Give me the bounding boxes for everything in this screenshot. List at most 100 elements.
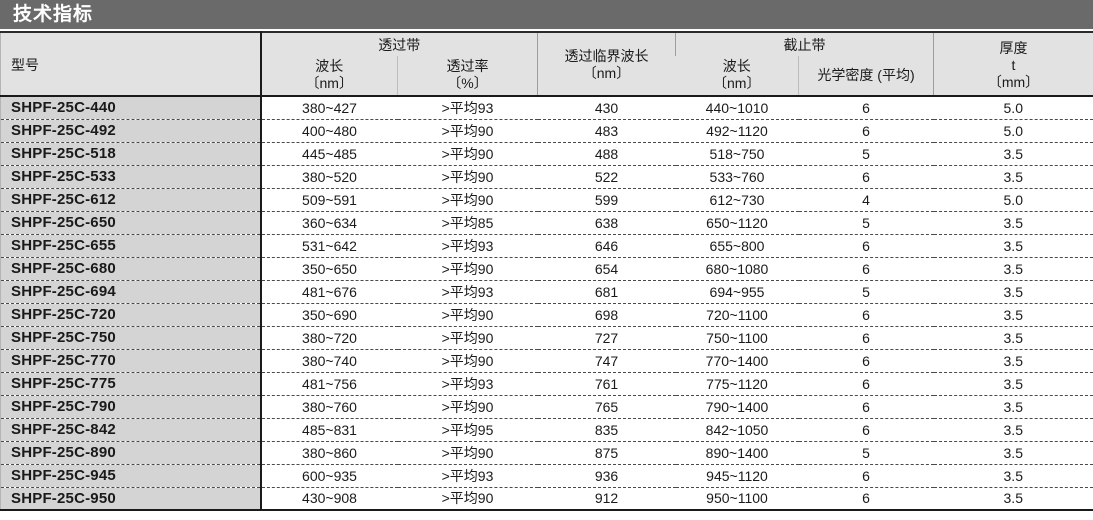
cut-on-wavelength-cell: 488 — [537, 141, 676, 165]
table-row: SHPF-25C-680 350~650 >平均90 654 680~1080 … — [0, 256, 1093, 280]
cut-on-wavelength-cell: 727 — [537, 325, 676, 349]
trans-wavelength-cell: 350~650 — [260, 256, 398, 280]
trans-wavelength-label: 波长 — [315, 58, 344, 74]
stop-wavelength-cell: 518~750 — [675, 141, 799, 165]
cut-on-wavelength-cell: 654 — [537, 256, 676, 280]
trans-wavelength-cell: 380~720 — [260, 325, 398, 349]
table-row: SHPF-25C-694 481~676 >平均93 681 694~955 5… — [0, 279, 1093, 303]
optical-density-cell: 6 — [798, 118, 934, 142]
cut-on-wavelength-cell: 835 — [537, 417, 676, 441]
transmittance-cell: >平均90 — [397, 325, 538, 349]
thickness-cell: 3.5 — [933, 141, 1093, 165]
cut-on-wavelength-cell: 912 — [537, 486, 676, 510]
cut-on-wavelength-cell: 646 — [537, 233, 676, 257]
cut-on-wavelength-cell: 698 — [537, 302, 676, 326]
trans-wavelength-cell: 430~908 — [260, 486, 398, 510]
cut-on-wavelength-cell: 599 — [537, 187, 676, 211]
transmittance-unit: 〔%〕 — [447, 75, 488, 91]
optical-density-cell: 6 — [798, 164, 934, 188]
table-row: SHPF-25C-650 360~634 >平均85 638 650~1120 … — [0, 210, 1093, 234]
stop-wavelength-cell: 842~1050 — [675, 417, 799, 441]
transmittance-cell: >平均90 — [397, 348, 538, 372]
cut-on-wavelength-cell: 681 — [537, 279, 676, 303]
cut-on-wavelength-label: 透过临界波长 — [564, 48, 649, 64]
model-cell: SHPF-25C-790 — [0, 394, 262, 418]
cut-on-wavelength-unit: 〔nm〕 — [582, 65, 631, 81]
model-cell: SHPF-25C-750 — [0, 325, 262, 349]
section-title-bar: 技术指标 — [0, 0, 1093, 29]
optical-density-cell: 5 — [798, 210, 934, 234]
column-header-transmittance: 透过率 〔%〕 — [397, 56, 538, 96]
optical-density-cell: 6 — [798, 256, 934, 280]
thickness-cell: 5.0 — [933, 187, 1093, 211]
thickness-cell: 3.5 — [933, 463, 1093, 487]
optical-density-cell: 5 — [798, 279, 934, 303]
optical-density-cell: 6 — [798, 302, 934, 326]
trans-wavelength-cell: 509~591 — [260, 187, 398, 211]
optical-density-cell: 6 — [798, 325, 934, 349]
optical-density-cell: 6 — [798, 371, 934, 395]
transmittance-label: 透过率 — [446, 58, 489, 74]
table-row: SHPF-25C-518 445~485 >平均90 488 518~750 5… — [0, 141, 1093, 165]
stop-wavelength-cell: 775~1120 — [675, 371, 799, 395]
model-cell: SHPF-25C-492 — [0, 118, 262, 142]
cut-on-wavelength-cell: 761 — [537, 371, 676, 395]
trans-wavelength-cell: 380~760 — [260, 394, 398, 418]
column-header-model: 型号 — [0, 32, 262, 96]
column-header-optical-density: 光学密度 (平均) — [798, 56, 934, 96]
stop-wavelength-cell: 890~1400 — [675, 440, 799, 464]
thickness-cell: 3.5 — [933, 256, 1093, 280]
cut-on-wavelength-cell: 638 — [537, 210, 676, 234]
column-header-cut-on-wavelength: 透过临界波长 〔nm〕 — [537, 32, 676, 96]
stop-wavelength-cell: 440~1010 — [675, 96, 799, 119]
cut-on-wavelength-cell: 430 — [537, 96, 676, 119]
trans-wavelength-cell: 481~756 — [260, 371, 398, 395]
cut-on-wavelength-cell: 522 — [537, 164, 676, 188]
stop-wavelength-cell: 945~1120 — [675, 463, 799, 487]
cut-on-wavelength-cell: 747 — [537, 348, 676, 372]
optical-density-cell: 6 — [798, 463, 934, 487]
optical-density-cell: 4 — [798, 187, 934, 211]
stop-wavelength-cell: 492~1120 — [675, 118, 799, 142]
cut-on-wavelength-cell: 936 — [537, 463, 676, 487]
trans-wavelength-cell: 380~427 — [260, 96, 398, 119]
table-row: SHPF-25C-492 400~480 >平均90 483 492~1120 … — [0, 118, 1093, 142]
thickness-symbol: t — [1011, 56, 1016, 73]
column-header-trans-wavelength: 波长 〔nm〕 — [261, 56, 398, 96]
transmittance-cell: >平均90 — [397, 486, 538, 510]
model-cell: SHPF-25C-775 — [0, 371, 262, 395]
model-cell: SHPF-25C-655 — [0, 233, 262, 257]
model-cell: SHPF-25C-440 — [0, 96, 262, 119]
transmittance-cell: >平均93 — [397, 463, 538, 487]
table-row: SHPF-25C-775 481~756 >平均93 761 775~1120 … — [0, 371, 1093, 395]
cut-on-wavelength-cell: 765 — [537, 394, 676, 418]
thickness-cell: 3.5 — [933, 164, 1093, 188]
transmittance-cell: >平均85 — [397, 210, 538, 234]
thickness-cell: 3.5 — [933, 371, 1093, 395]
optical-density-cell: 6 — [798, 394, 934, 418]
trans-wavelength-cell: 400~480 — [260, 118, 398, 142]
optical-density-cell: 6 — [798, 348, 934, 372]
stop-wavelength-unit: 〔nm〕 — [713, 75, 761, 91]
thickness-cell: 5.0 — [933, 118, 1093, 142]
table-row: SHPF-25C-945 600~935 >平均93 936 945~1120 … — [0, 463, 1093, 487]
thickness-cell: 3.5 — [933, 394, 1093, 418]
thickness-cell: 5.0 — [933, 96, 1093, 119]
stop-wavelength-cell: 612~730 — [675, 187, 799, 211]
table-row: SHPF-25C-440 380~427 >平均93 430 440~1010 … — [0, 96, 1093, 119]
table-row: SHPF-25C-612 509~591 >平均90 599 612~730 4… — [0, 187, 1093, 211]
trans-wavelength-cell: 380~520 — [260, 164, 398, 188]
stop-wavelength-cell: 650~1120 — [675, 210, 799, 234]
stop-wavelength-cell: 770~1400 — [675, 348, 799, 372]
optical-density-cell: 6 — [798, 486, 934, 510]
table-row: SHPF-25C-842 485~831 >平均95 835 842~1050 … — [0, 417, 1093, 441]
trans-wavelength-cell: 485~831 — [260, 417, 398, 441]
trans-wavelength-cell: 600~935 — [260, 463, 398, 487]
model-cell: SHPF-25C-720 — [0, 302, 262, 326]
thickness-cell: 3.5 — [933, 440, 1093, 464]
table-row: SHPF-25C-950 430~908 >平均90 912 950~1100 … — [0, 486, 1093, 510]
stop-wavelength-cell: 655~800 — [675, 233, 799, 257]
header-group-row: 型号 透过带 透过临界波长 〔nm〕 截止带 厚度 t 〔mm〕 — [0, 32, 1093, 96]
column-group-stop-band: 截止带 — [675, 32, 934, 56]
